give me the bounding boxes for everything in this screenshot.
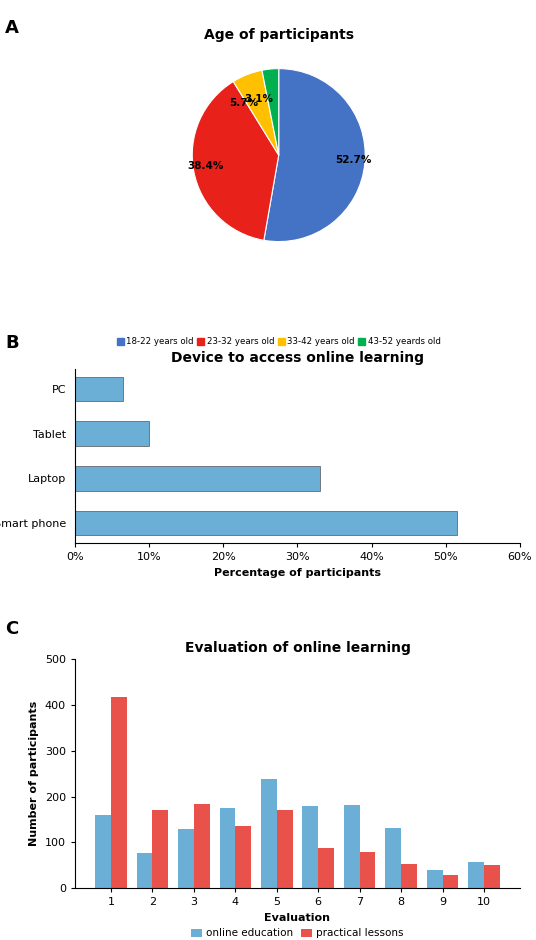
Bar (75, 466, 319, 491)
Bar (137, 853, 152, 888)
Bar (302, 806, 318, 888)
Text: 52.7%: 52.7% (334, 155, 371, 164)
Title: Device to access online learning: Device to access online learning (171, 351, 424, 365)
Bar (401, 864, 417, 888)
Y-axis label: Number of participants: Number of participants (29, 701, 39, 846)
Bar (318, 849, 334, 888)
Wedge shape (192, 82, 279, 241)
Text: C: C (5, 620, 19, 638)
Bar (75, 377, 123, 401)
Legend: online education, practical lessons: online education, practical lessons (187, 924, 408, 940)
Bar (261, 779, 277, 888)
Bar (75, 421, 149, 446)
Text: 38.4%: 38.4% (187, 161, 224, 171)
Text: B: B (5, 334, 19, 352)
Bar (484, 866, 500, 888)
Bar (111, 697, 126, 888)
Bar (277, 810, 293, 888)
Text: A: A (5, 19, 19, 37)
Bar (344, 805, 360, 888)
Bar (235, 825, 251, 888)
X-axis label: Evaluation: Evaluation (264, 913, 331, 923)
Title: Age of participants: Age of participants (204, 27, 354, 41)
Bar (95, 815, 111, 888)
Bar (75, 510, 457, 535)
Text: 3.1%: 3.1% (244, 94, 273, 104)
Bar (178, 829, 194, 888)
Bar (443, 875, 458, 888)
Bar (360, 852, 375, 888)
Bar (152, 810, 168, 888)
Bar (194, 805, 210, 888)
Bar (220, 808, 235, 888)
X-axis label: Percentage of participants: Percentage of participants (214, 568, 381, 578)
Wedge shape (262, 69, 279, 155)
Bar (385, 828, 401, 888)
Bar (427, 870, 443, 888)
Wedge shape (264, 69, 365, 242)
Title: Evaluation of online learning: Evaluation of online learning (184, 641, 411, 655)
Text: 5.7%: 5.7% (229, 98, 258, 108)
Legend: 18-22 years old, 23-32 years old, 33-42 years old, 43-52 yeards old: 18-22 years old, 23-32 years old, 33-42 … (114, 334, 444, 350)
Bar (468, 862, 484, 888)
Wedge shape (233, 70, 279, 155)
